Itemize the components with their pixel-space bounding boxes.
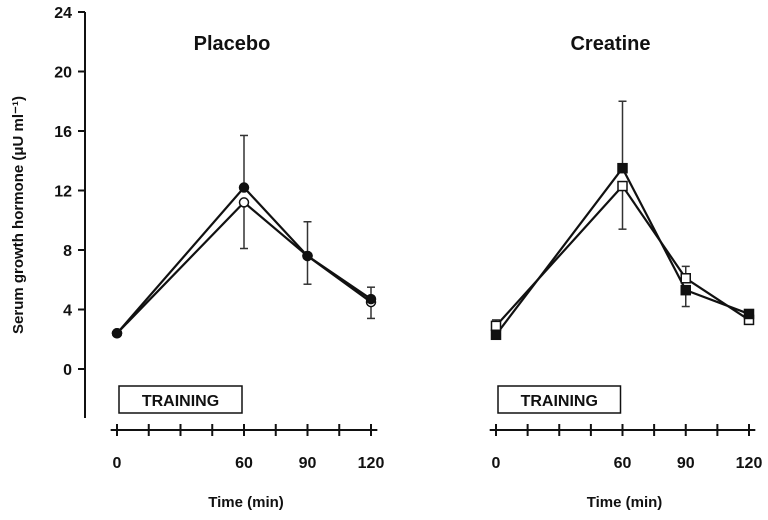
- y-tick-label: 8: [63, 243, 72, 260]
- panel-title: Placebo: [194, 33, 271, 55]
- data-point: [490, 320, 502, 332]
- x-tick-label: 120: [358, 455, 385, 472]
- y-axis-label: Serum growth hormone (μU ml⁻¹): [10, 96, 27, 334]
- series-line: [116, 185, 372, 335]
- data-point: [365, 293, 377, 305]
- y-tick-label: 0: [63, 362, 72, 379]
- training-box: [118, 385, 243, 414]
- data-point: [680, 284, 691, 296]
- data-point: [680, 273, 691, 284]
- data-point: [490, 329, 502, 341]
- y-tick-label: 16: [54, 124, 72, 141]
- training-box: [497, 385, 622, 414]
- x-tick-label: 60: [614, 455, 632, 472]
- data-point: [617, 162, 628, 174]
- series-line: [495, 184, 750, 327]
- training-label: TRAINING: [142, 393, 219, 410]
- x-tick-label: 90: [677, 455, 695, 472]
- series-line: [116, 200, 372, 335]
- x-tick-label: 0: [113, 455, 122, 472]
- x-tick-label: 60: [235, 455, 253, 472]
- data-point: [302, 250, 313, 262]
- y-tick-label: 20: [54, 65, 72, 82]
- y-tick-label: 24: [54, 5, 72, 22]
- y-tick-label: 4: [63, 303, 72, 320]
- data-point: [743, 308, 755, 320]
- x-tick-label: 0: [492, 455, 501, 472]
- panel-title: Creatine: [570, 33, 650, 55]
- x-tick-label: 120: [736, 455, 763, 472]
- series-line: [495, 166, 750, 336]
- y-axis: 0 4 8 12 16 20 24: [54, 5, 86, 418]
- data-point: [238, 182, 250, 193]
- data-point: [617, 180, 628, 192]
- y-tick-label: 12: [54, 184, 72, 201]
- x-axis-label: Time (min): [587, 494, 663, 511]
- x-axis-label: Time (min): [208, 494, 284, 511]
- data-point: [111, 328, 123, 339]
- data-point: [238, 197, 250, 208]
- x-tick-label: 90: [299, 455, 317, 472]
- panel-placebo: Placebo TRAINING 0 60 90 120 Time (min): [110, 33, 385, 511]
- training-label: TRAINING: [521, 393, 598, 410]
- panel-creatine: Creatine TRAINING 0 60 90 120 Time (min): [489, 33, 763, 511]
